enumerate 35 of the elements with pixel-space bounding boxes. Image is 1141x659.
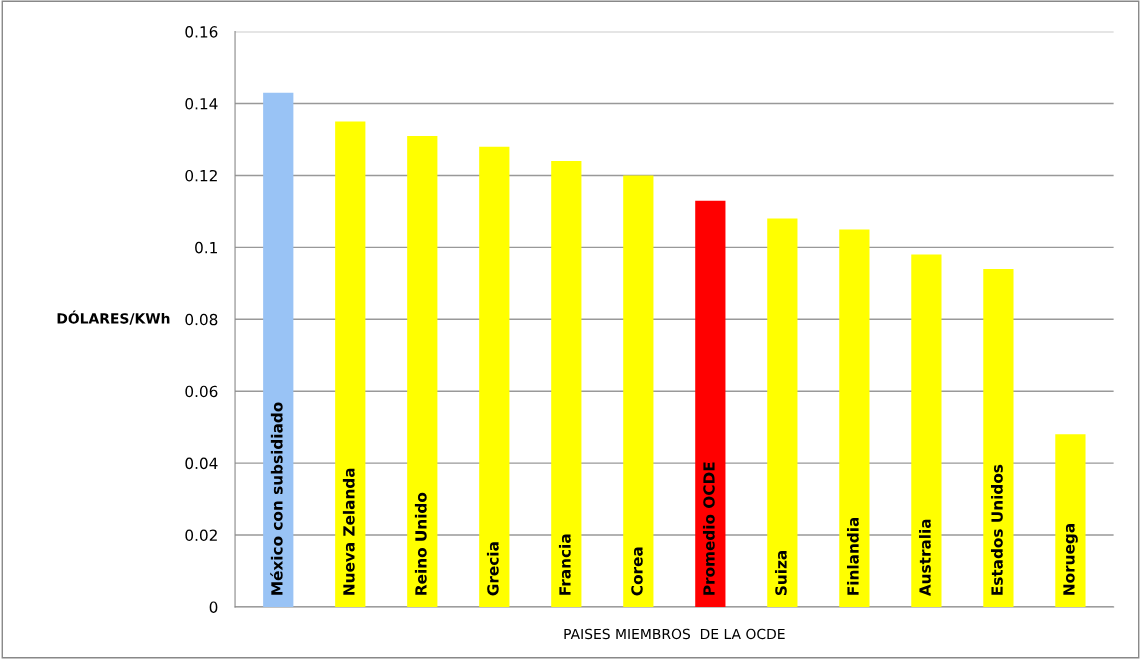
x-tick-label: Australia [918,519,931,597]
x-tick-label: Grecia [486,542,499,596]
bar [263,92,294,607]
bar [1055,434,1086,607]
x-tick-label: Noruega [1063,524,1078,595]
x-tick-label: Reino Unido [414,492,427,595]
y-tick-label: 0.04 [185,457,218,470]
x-tick-label: Corea [631,547,643,596]
y-tick-label: 0.12 [185,169,217,182]
bar [767,218,798,607]
y-tick-label: 0.1 [195,241,217,254]
y-tick-label: 0.06 [185,385,218,398]
x-axis-title: PAISES MIEMBROS DE LA OCDE [564,628,785,640]
y-tick-label: 0.14 [185,98,218,110]
bar [839,229,870,607]
bar [479,146,510,607]
x-tick-label: Promedio OCDE [702,462,715,595]
bar [695,200,726,607]
bar [551,161,582,607]
y-axis-title: DÓLARES/KWh [57,310,170,325]
bar [335,121,366,607]
x-tick-label: Francia [558,534,571,595]
x-tick-label: Nueva Zelanda [342,468,355,595]
y-tick-label: 0.08 [185,313,218,326]
bar [407,135,438,607]
x-tick-label: México con subsidiado [270,402,283,595]
bar [623,175,654,607]
bar [911,254,942,607]
bar [983,268,1014,607]
y-tick-label: 0 [209,601,218,613]
x-tick-label: Suiza [774,551,787,596]
y-tick-label: 0.16 [185,26,218,38]
y-tick-label: 0.02 [185,529,217,542]
x-tick-label: Finlandia [846,517,859,595]
x-tick-label: Estados Unidos [991,464,1003,595]
